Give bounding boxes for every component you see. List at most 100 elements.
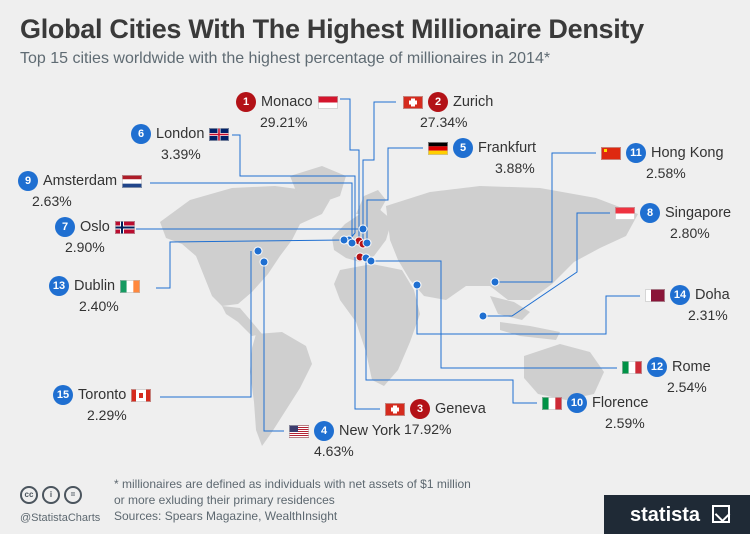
city-dot-5[interactable] [362,238,372,248]
city-label-13[interactable]: 13 Dublin 2.40% [49,276,145,314]
city-dot-9[interactable] [347,238,357,248]
city-label-11[interactable]: 11 Hong Kong 2.58% [596,143,724,181]
city-name: Amsterdam [43,173,118,189]
rank-badge: 11 [626,143,646,163]
city-label-8[interactable]: 8 Singapore 2.80% [610,203,732,241]
brand-name: statista [630,504,701,526]
city-label-9[interactable]: 9 Amsterdam 2.63% [18,171,147,209]
city-name: Florence [592,395,649,411]
rank-badge: 5 [453,138,473,158]
leader-line-9 [150,182,353,243]
city-label-4[interactable]: 4 New York 4.63% [284,421,401,459]
city-label-2[interactable]: 2 Zurich 27.34% [398,92,493,130]
map-southeast-asia [490,296,530,320]
chart-subtitle: Top 15 cities worldwide with the highest… [20,50,551,67]
city-label-10[interactable]: 10 Florence 2.59% [537,393,649,431]
map-south-america [250,332,312,446]
city-name: New York [339,423,401,439]
switzerland-flag-icon [385,402,405,416]
norway-flag-icon [114,220,135,234]
statista-logo-icon [712,505,730,523]
leader-line-15 [160,251,252,398]
rank-badge: 10 [567,393,587,413]
by-icon[interactable]: i [42,486,60,504]
city-label-15[interactable]: 15 Toronto 2.29% [53,385,156,423]
leader-line-1 [340,98,360,241]
china-flag-icon [601,146,621,160]
rank-badge: 14 [670,285,690,305]
city-label-1[interactable]: 1 Monaco 29.21% [236,92,343,130]
map-central-america [222,306,262,336]
city-name: Frankfurt [478,140,537,156]
map-asia [386,186,638,300]
rank-badge: 1 [236,92,256,112]
map-north-america [160,186,330,306]
rank-badge: 2 [428,92,448,112]
city-dot-4[interactable] [259,257,269,267]
map-africa [334,264,420,386]
netherlands-flag-icon [122,174,143,188]
city-label-12[interactable]: 12 Rome 2.54% [617,357,711,395]
map-europe [332,208,392,262]
leader-line-2 [362,101,396,244]
city-dot-11[interactable] [490,277,500,287]
city-name: Dublin [74,278,116,294]
city-value: 17.92% [404,421,452,437]
city-value: 4.63% [314,443,354,459]
city-dot-12[interactable] [366,256,376,266]
rank-badge: 9 [18,171,38,191]
leader-line-12 [371,260,617,369]
city-name: Oslo [80,219,110,235]
switzerland-flag-icon [403,95,423,109]
rank-badge: 15 [53,385,73,405]
map-australia [524,344,604,400]
rank-badge: 12 [647,357,667,377]
cc-icon[interactable]: cc [20,486,38,504]
italy-flag-icon [622,360,642,374]
leader-line-3 [354,257,380,410]
qatar-flag-icon [645,288,665,302]
canada-flag-icon [131,388,152,402]
italy-flag-icon [542,396,562,410]
nd-icon[interactable]: = [64,486,82,504]
rank-badge: 8 [640,203,660,223]
city-value: 2.29% [87,407,127,423]
city-value: 2.90% [65,239,105,255]
footnote-line-1: * millionaires are defined as individual… [114,477,471,491]
city-dot-7[interactable] [358,224,368,234]
germany-flag-icon [428,141,448,155]
city-name: Rome [672,359,711,375]
city-value: 2.59% [605,415,645,431]
chart-title: Global Cities With The Highest Millionai… [20,14,644,44]
map-scandinavia [356,190,386,214]
leader-line-4 [263,262,284,432]
city-value: 2.54% [667,379,707,395]
city-name: Monaco [261,94,313,110]
monaco-flag-icon [317,95,338,109]
rank-badge: 13 [49,276,69,296]
city-dot-14[interactable] [412,280,422,290]
city-name: Doha [695,287,730,303]
city-label-5[interactable]: 5 Frankfurt 3.88% [423,138,537,176]
city-label-7[interactable]: 7 Oslo 2.90% [55,217,140,255]
leader-line-14 [416,285,640,335]
city-name: Hong Kong [651,145,724,161]
footnote-line-2: or more exluding their primary residence… [114,493,335,507]
city-name: London [156,126,205,142]
rank-badge: 4 [314,421,334,441]
city-dot-13[interactable] [339,235,349,245]
statista-logo[interactable]: statista [604,495,750,534]
sources: Sources: Spears Magazine, WealthInsight [114,509,338,523]
city-label-14[interactable]: 14 Doha 2.31% [640,285,730,323]
twitter-handle[interactable]: @StatistaCharts [20,512,101,524]
city-label-6[interactable]: 6 London 3.39% [131,124,234,162]
city-dot-15[interactable] [253,246,263,256]
city-value: 2.80% [670,225,710,241]
city-label-3[interactable]: 3 Geneva 17.92% [380,399,486,437]
rank-badge: 3 [410,399,430,419]
city-dot-8[interactable] [478,311,488,321]
usa-flag-icon [289,424,309,438]
city-value: 27.34% [420,114,468,130]
city-name: Singapore [665,205,732,221]
